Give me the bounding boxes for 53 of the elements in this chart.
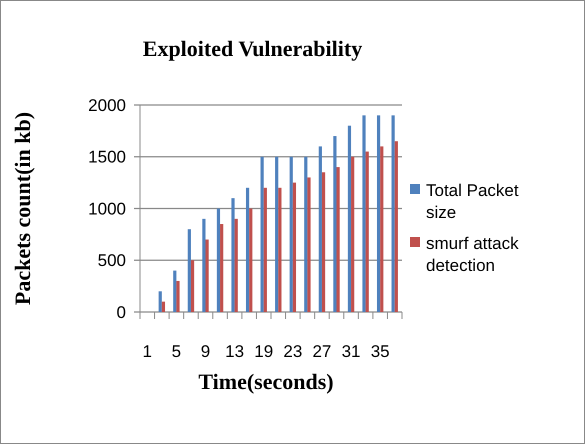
x-tick-label: 35: [370, 342, 390, 361]
bar: [376, 115, 380, 312]
bar: [220, 224, 224, 312]
x-tick-label: 9: [200, 342, 210, 361]
x-tick-label: 19: [254, 342, 274, 361]
legend-label: smurf attack detection: [426, 234, 520, 276]
bar: [249, 208, 252, 312]
bar: [333, 136, 336, 312]
y-tick-label: 2000: [88, 96, 126, 115]
x-tick-label: 23: [283, 342, 302, 361]
bar: [394, 141, 398, 312]
y-axis-title: Packets count(in kb): [10, 112, 35, 306]
bar: [304, 156, 308, 312]
bar: [292, 182, 296, 312]
bar: [322, 172, 326, 312]
x-tick-label: 31: [342, 342, 361, 361]
bar: [351, 156, 354, 312]
bar: [158, 291, 162, 312]
bar: [173, 270, 176, 312]
x-axis-title: Time(seconds): [198, 369, 334, 394]
bar: [246, 188, 250, 312]
bar: [234, 218, 238, 312]
y-tick-label: 1500: [88, 148, 126, 167]
bar: [362, 115, 366, 312]
x-tick-label: 27: [312, 342, 332, 361]
bar: [275, 156, 278, 312]
bar: [366, 152, 369, 312]
bar: [162, 302, 166, 312]
bar: [380, 146, 384, 312]
bar: [206, 240, 209, 312]
bar: [190, 260, 194, 312]
bar: [176, 280, 180, 312]
legend-label: Total Packet size: [426, 180, 519, 222]
x-tick-label: 1: [142, 342, 152, 361]
x-tick-label: 5: [172, 342, 182, 361]
chart-title: Exploited Vulnerability: [142, 36, 362, 61]
bar: [202, 218, 206, 312]
bar: [231, 198, 235, 312]
bar: [188, 229, 191, 312]
x-tick-label: 13: [225, 342, 244, 361]
bar: [318, 146, 322, 312]
y-tick-label: 500: [98, 251, 126, 270]
bar: [264, 188, 267, 312]
y-tick-label: 0: [116, 302, 126, 322]
bar: [392, 115, 395, 312]
bar: [260, 156, 264, 312]
bar: [216, 208, 220, 312]
bar: [348, 126, 352, 312]
bar: [290, 156, 293, 312]
bar: [307, 177, 311, 312]
bar: [336, 167, 340, 312]
bar: [278, 188, 282, 312]
y-tick-label: 1000: [88, 199, 126, 218]
